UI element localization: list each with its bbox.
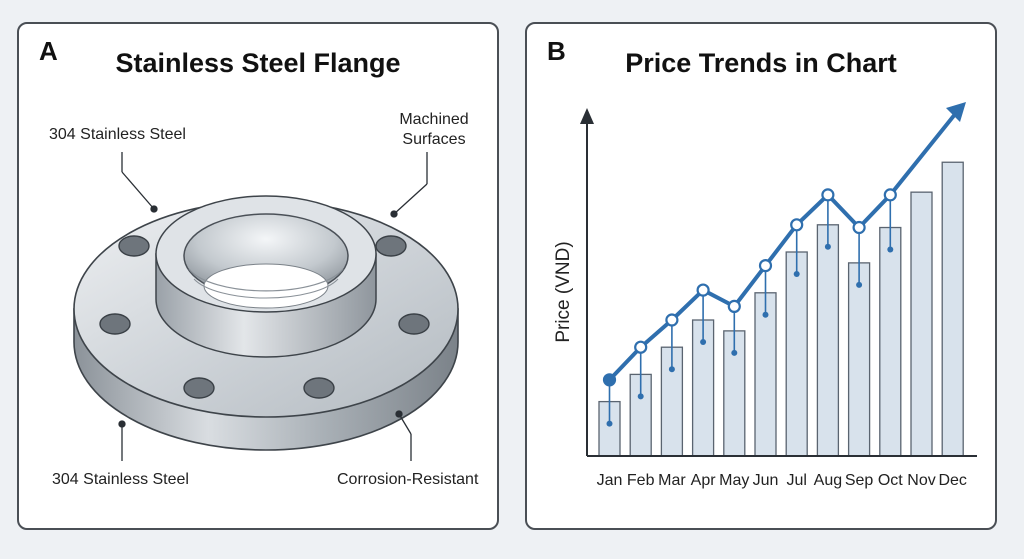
y-axis-arrow <box>580 108 594 124</box>
trend-stem-dot-aug <box>824 243 831 250</box>
leader-lines <box>118 152 428 461</box>
x-tick-nov: Nov <box>907 472 935 489</box>
trend-stem-dot-oct <box>887 246 894 253</box>
x-tick-may: May <box>719 472 749 489</box>
trend-stem-dot-mar <box>668 366 675 373</box>
x-tick-jul: Jul <box>786 472 806 489</box>
trend-stem-dot-jul <box>793 271 800 277</box>
x-tick-jan: Jan <box>597 472 623 489</box>
x-tick-dec: Dec <box>938 472 966 489</box>
trend-point-oct <box>883 188 897 202</box>
x-tick-mar: Mar <box>658 472 686 489</box>
x-tick-aug: Aug <box>814 472 842 489</box>
bolt-hole <box>183 377 215 399</box>
bar-nov <box>910 191 933 457</box>
trend-point-jul <box>790 218 804 232</box>
panel-a-letter: A <box>39 36 58 66</box>
bolt-hole <box>375 235 407 257</box>
y-axis-label: Price (VND) <box>553 241 574 342</box>
x-tick-apr: Apr <box>691 472 717 489</box>
trend-stem-dot-sep <box>856 281 863 288</box>
x-tick-labels: Jan Feb Mar Apr May Jun Jul Aug Sep Oct Nov Dec <box>597 472 967 489</box>
trend-arrowhead <box>946 102 966 122</box>
panel-a: A Stainless Steel Flange <box>17 22 499 530</box>
chart-bars <box>598 161 964 457</box>
bar-aug <box>816 224 840 457</box>
callout-304-stainless-bottom: 304 Stainless Steel <box>52 471 189 488</box>
trend-point-mar <box>665 313 679 327</box>
trend-point-may <box>727 299 741 313</box>
x-tick-oct: Oct <box>878 472 903 489</box>
bolt-hole <box>398 313 430 335</box>
panel-b-title: Price Trends in Chart <box>625 48 897 78</box>
trend-point-apr <box>696 283 710 297</box>
x-tick-feb: Feb <box>627 472 655 489</box>
bar-jul <box>785 251 808 457</box>
callout-corrosion-resistant: Corrosion-Resistant <box>337 471 479 488</box>
flange-illustration <box>73 152 459 461</box>
panel-b-letter: B <box>547 36 566 66</box>
trend-point-sep <box>852 220 866 235</box>
trend-stem-dot-feb <box>637 393 644 400</box>
price-chart: Jan Feb Mar Apr May Jun Jul Aug Sep Oct Nov Dec Pri… <box>553 102 977 489</box>
panel-a-title: Stainless Steel Flange <box>115 48 401 78</box>
trend-stem-dot-jun <box>762 311 769 318</box>
bolt-hole <box>118 235 150 257</box>
trend-point-jun <box>758 259 773 273</box>
callout-machined-line2: Surfaces <box>402 131 466 148</box>
trend-stem-dot-jan <box>606 420 613 427</box>
bar-oct <box>879 226 902 457</box>
callout-machined-surfaces: Machined Surfaces <box>389 110 479 150</box>
trend-line <box>608 106 962 382</box>
trend-group <box>602 102 966 427</box>
bolt-hole <box>99 313 131 335</box>
bolt-hole <box>303 377 335 399</box>
trend-stem-dot-apr <box>700 339 707 345</box>
trend-point-jan <box>602 373 617 387</box>
callout-304-stainless-top: 304 Stainless Steel <box>49 126 186 143</box>
chart-axes <box>580 108 977 457</box>
trend-point-aug <box>821 188 835 202</box>
callout-machined-line1: Machined <box>399 111 469 128</box>
bar-dec <box>941 161 964 457</box>
panel-b: B Price Trends in Chart Jan Feb Mar Apr May J… <box>525 22 997 530</box>
x-tick-jun: Jun <box>753 472 779 489</box>
x-tick-sep: Sep <box>845 472 874 489</box>
trend-stem-dot-may <box>731 349 738 356</box>
trend-point-feb <box>634 340 648 354</box>
bar-sep <box>847 262 871 457</box>
